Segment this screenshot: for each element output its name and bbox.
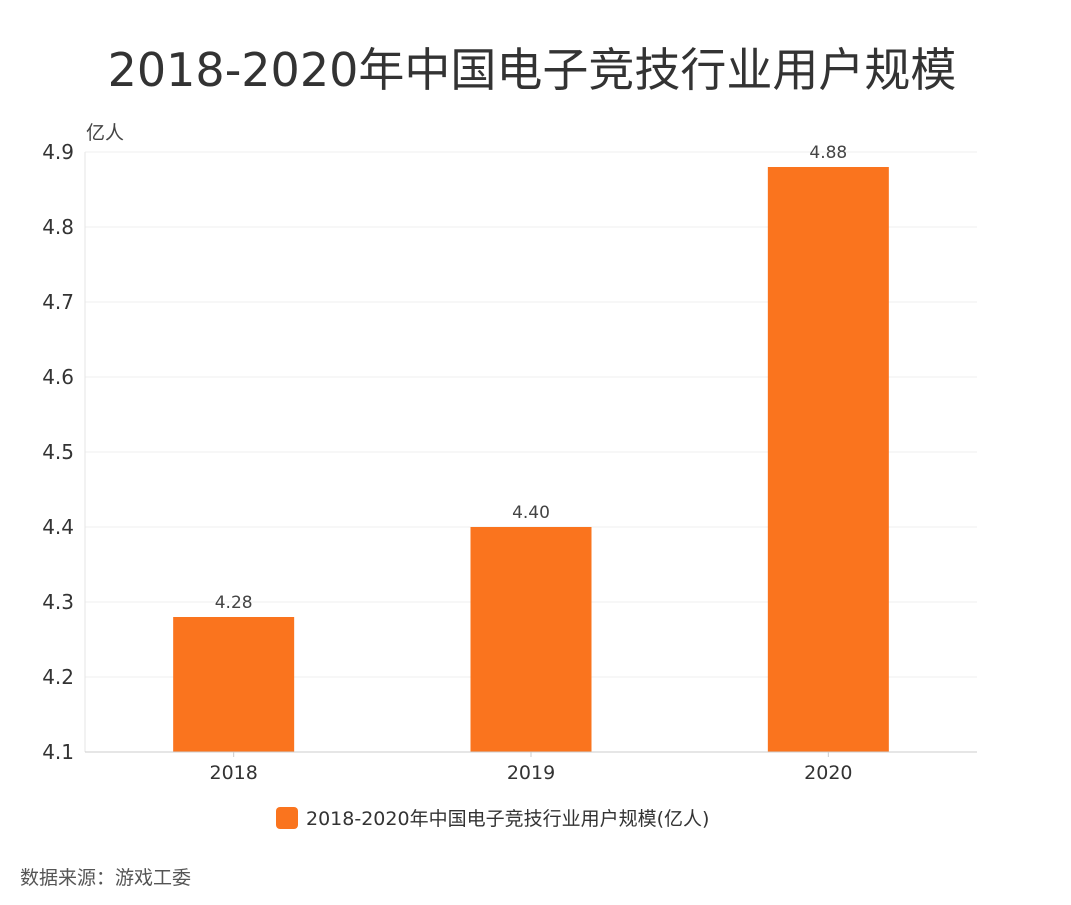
x-axis-ticks: 2018 2019 2020 <box>209 752 853 784</box>
x-tick-label: 2019 <box>507 762 555 784</box>
legend-swatch <box>276 807 298 829</box>
bar-2020 <box>767 167 889 752</box>
y-tick-label: 4.6 <box>42 365 74 389</box>
legend-label: 2018-2020年中国电子竞技行业用户规模(亿人) <box>306 808 709 830</box>
data-label-2019: 4.40 <box>512 503 550 523</box>
bar-2018 <box>173 617 295 752</box>
y-axis-unit-label: 亿人 <box>86 122 124 144</box>
y-tick-label: 4.4 <box>42 515 74 539</box>
y-tick-label: 4.8 <box>42 215 74 239</box>
y-tick-label: 4.3 <box>42 590 74 614</box>
y-tick-label: 4.5 <box>42 440 74 464</box>
x-tick-label: 2018 <box>209 762 257 784</box>
legend[interactable]: 2018-2020年中国电子竞技行业用户规模(亿人) <box>276 807 709 830</box>
bar-2019 <box>470 527 592 752</box>
data-label-2018: 4.28 <box>215 593 253 613</box>
source-note: 数据来源：游戏工委 <box>20 867 191 889</box>
x-tick-label: 2020 <box>804 762 852 784</box>
y-tick-label: 4.9 <box>42 140 74 164</box>
chart-title: 2018-2020年中国电子竞技行业用户规模 <box>108 43 957 97</box>
y-tick-label: 4.1 <box>42 740 74 764</box>
y-tick-label: 4.7 <box>42 290 74 314</box>
data-label-2020: 4.88 <box>809 143 847 163</box>
y-tick-label: 4.2 <box>42 665 74 689</box>
bars: 4.28 4.40 4.88 <box>173 143 889 752</box>
y-axis-ticks: 4.1 4.2 4.3 4.4 4.5 4.6 4.7 4.8 4.9 <box>42 140 74 764</box>
